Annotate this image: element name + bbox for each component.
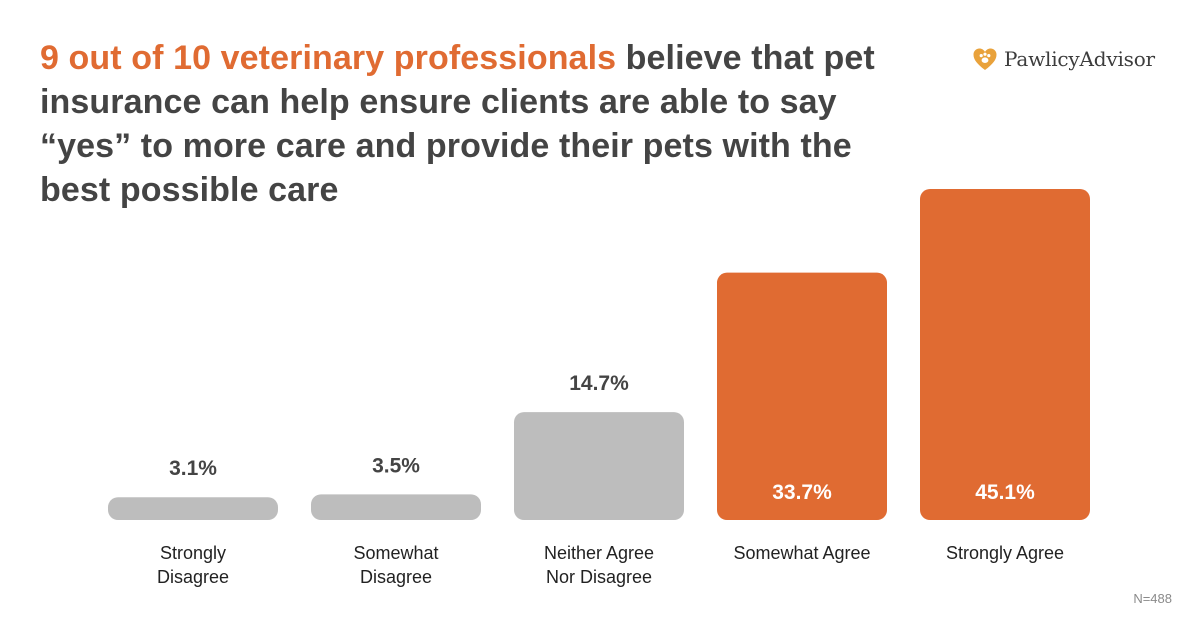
- headline-highlight: 9 out of 10 veterinary professionals: [40, 39, 617, 77]
- bar-0: [108, 497, 278, 520]
- brand-logo: PawlicyAdvisor: [972, 46, 1155, 72]
- bar-3: [717, 272, 887, 520]
- value-label-2: 14.7%: [569, 372, 629, 395]
- bar-1: [311, 494, 481, 520]
- paw-heart-icon: [973, 48, 997, 70]
- category-label-1-1: Disagree: [360, 567, 432, 587]
- value-label-1: 3.5%: [372, 454, 420, 477]
- bar-4: [920, 189, 1090, 520]
- category-label-2-0: Neither Agree: [544, 543, 654, 563]
- sample-size-note: N=488: [1133, 591, 1172, 606]
- bar-2: [514, 412, 684, 520]
- value-label-0: 3.1%: [169, 457, 217, 480]
- category-label-1-0: Somewhat: [353, 543, 438, 563]
- category-label-3-0: Somewhat Agree: [733, 543, 870, 563]
- category-label-0-0: Strongly: [160, 543, 226, 563]
- category-label-2-1: Nor Disagree: [546, 567, 652, 587]
- value-label-4: 45.1%: [975, 481, 1035, 504]
- chart-headline: 9 out of 10 veterinary professionals bel…: [40, 36, 920, 212]
- category-label-4-0: Strongly Agree: [946, 543, 1064, 563]
- headline-rest: believe that pet insurance can help ensu…: [40, 39, 875, 209]
- value-label-3: 33.7%: [772, 481, 832, 504]
- category-label-0-1: Disagree: [157, 567, 229, 587]
- brand-name: PawlicyAdvisor: [1004, 47, 1155, 71]
